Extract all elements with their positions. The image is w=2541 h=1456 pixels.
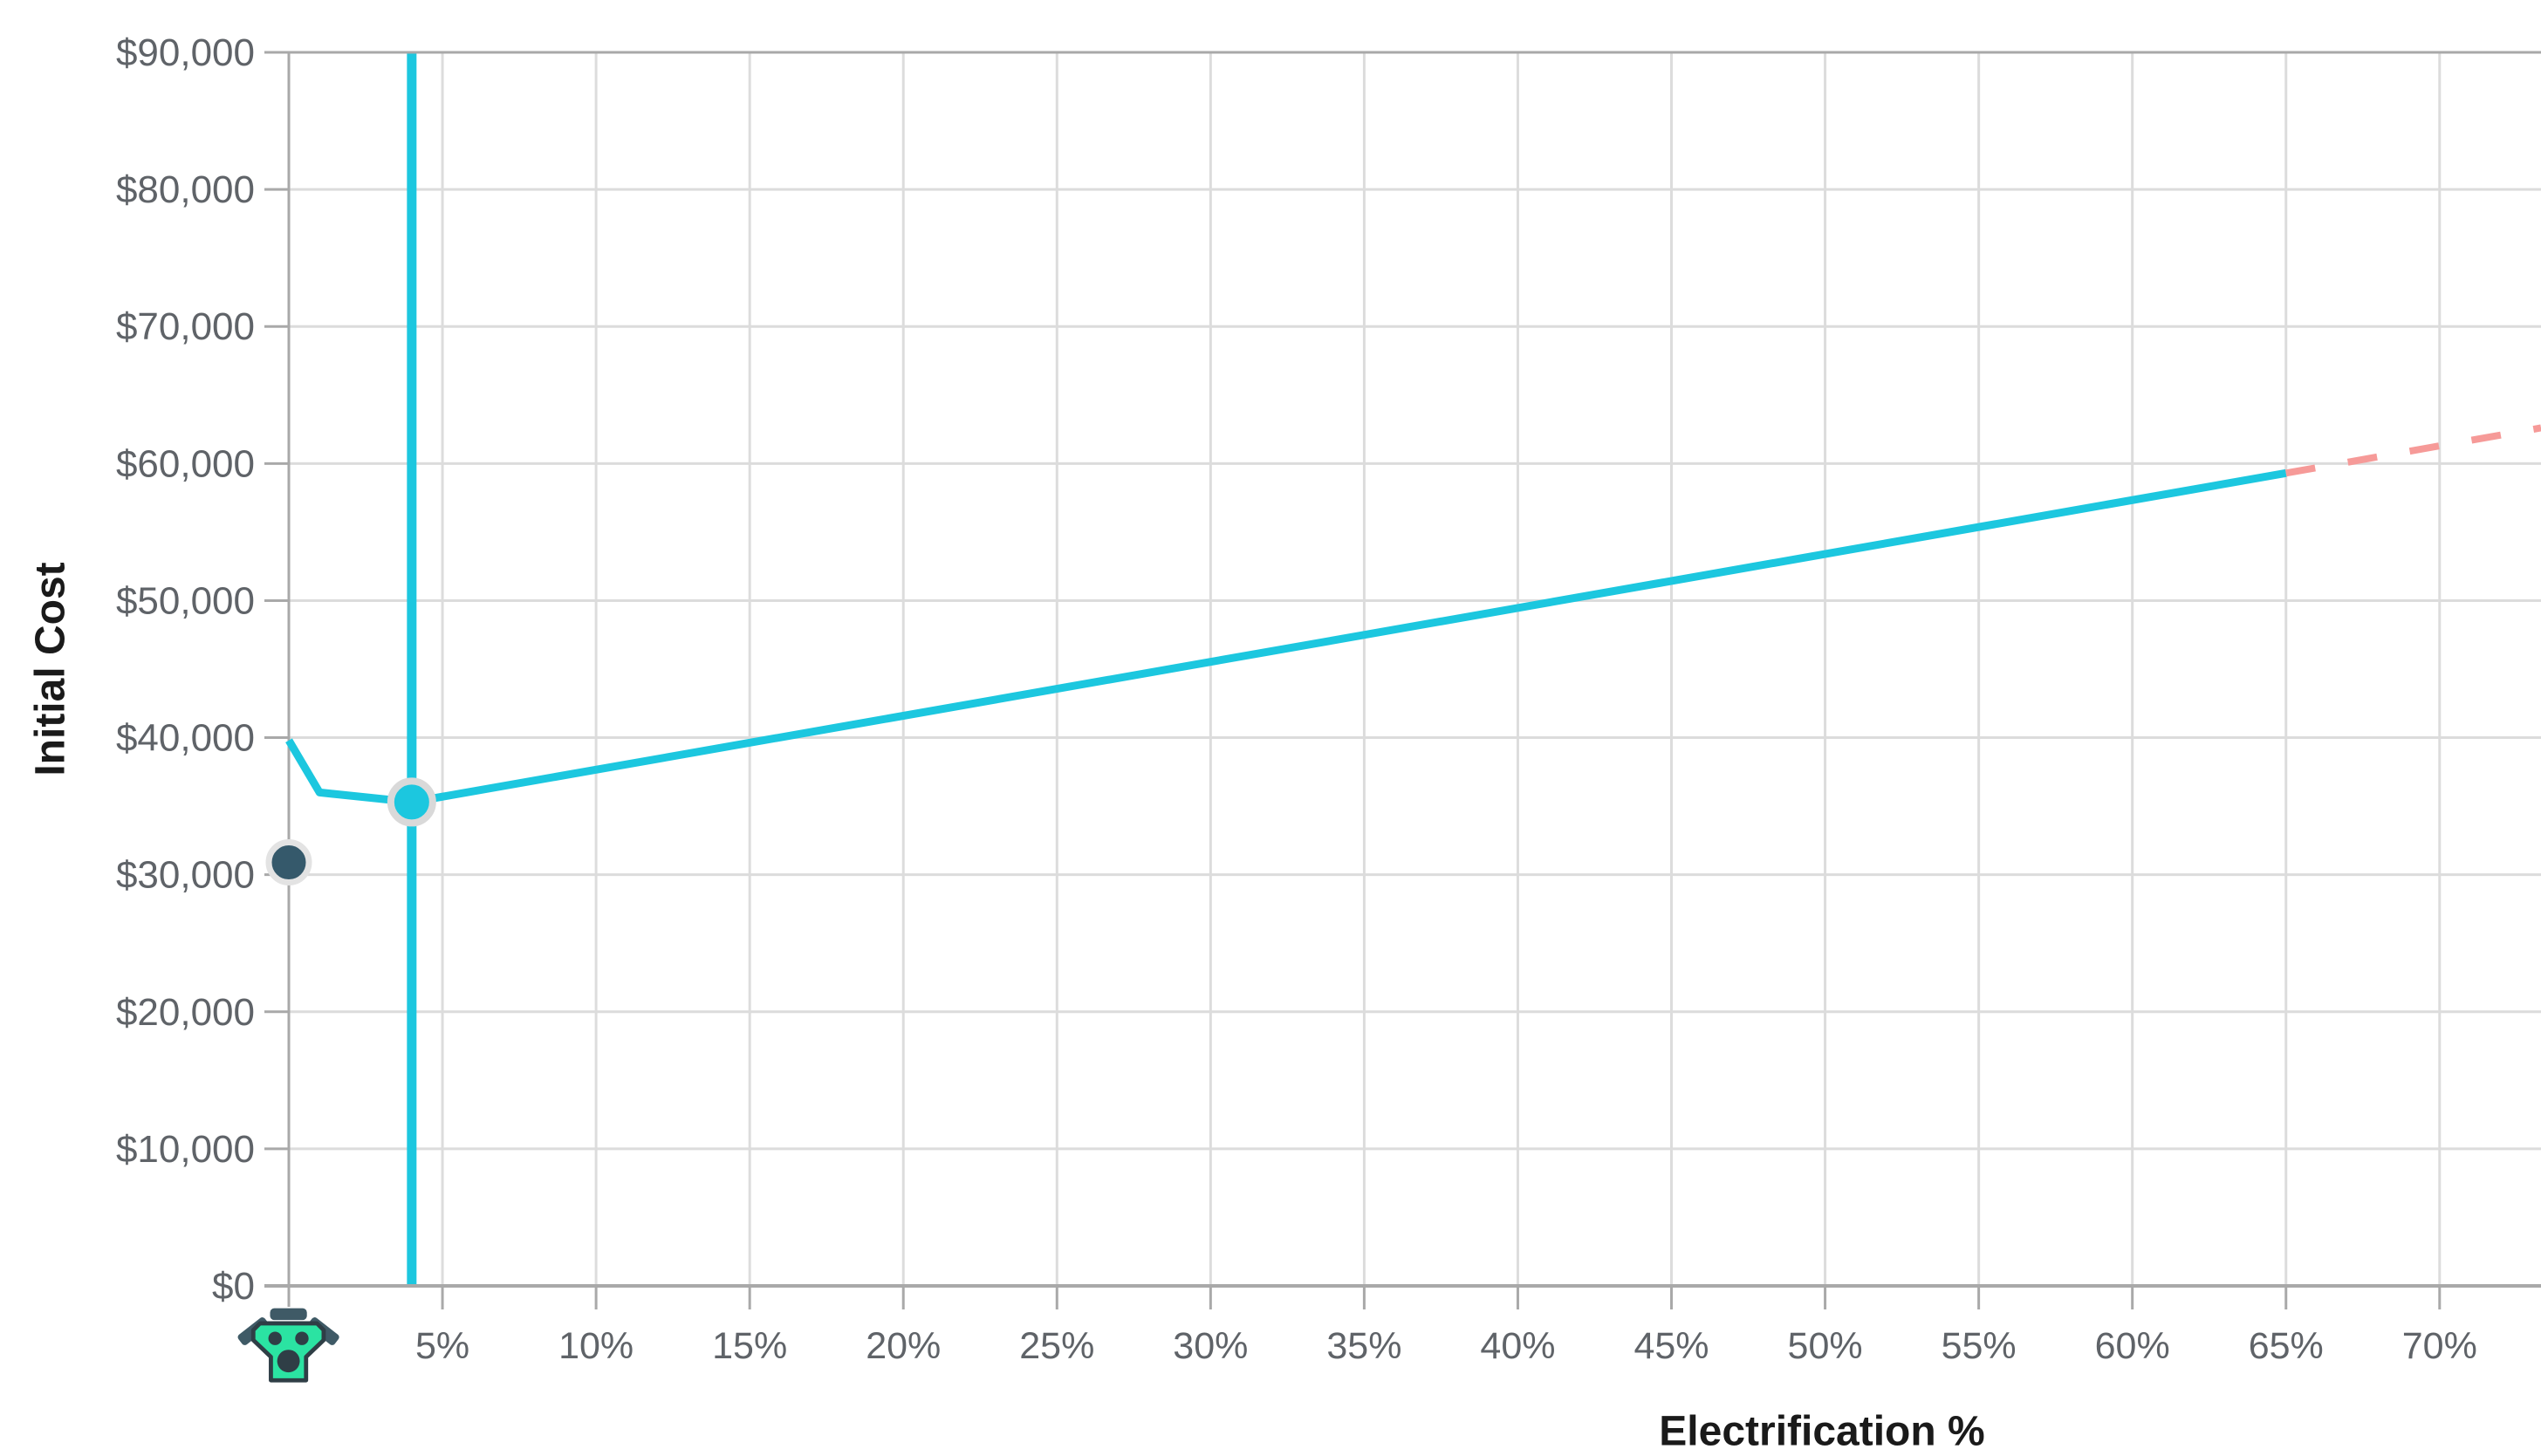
x-tick-label: 40% — [1480, 1325, 1555, 1367]
x-tick-label: 10% — [558, 1325, 634, 1367]
y-axis-title: Initial Cost — [27, 562, 74, 776]
y-tick-label: $60,000 — [116, 442, 255, 485]
y-tick-label: $70,000 — [116, 305, 255, 348]
y-tick-label: $40,000 — [116, 717, 255, 760]
x-tick-label: 60% — [2095, 1325, 2170, 1367]
x-tick-label: 70% — [2402, 1325, 2477, 1367]
x-axis-title: Electrification % — [1659, 1408, 1985, 1455]
y-tick-label: $90,000 — [116, 31, 255, 74]
x-tick-label: 35% — [1326, 1325, 1401, 1367]
y-tick-label: $10,000 — [116, 1128, 255, 1171]
baseline-cost-point — [265, 839, 312, 886]
x-tick-label: 5% — [415, 1325, 469, 1367]
x-tick-label: 45% — [1634, 1325, 1709, 1367]
x-tick-label: 50% — [1788, 1325, 1863, 1367]
y-tick-label: $20,000 — [116, 991, 255, 1034]
initial-cost-projection-line — [2285, 424, 2541, 477]
engine-icon — [237, 1308, 339, 1383]
x-tick-label: 20% — [866, 1325, 941, 1367]
y-tick-label: $30,000 — [116, 854, 255, 897]
x-tick-label: 65% — [2249, 1325, 2324, 1367]
x-tick-label: 25% — [1019, 1325, 1094, 1367]
y-tick-label: $0 — [212, 1265, 255, 1308]
y-tick-label: $50,000 — [116, 579, 255, 622]
y-tick-label: $80,000 — [116, 168, 255, 211]
initial-cost-curve-line — [285, 468, 2287, 806]
x-tick-label: 15% — [712, 1325, 787, 1367]
selected-cost-point[interactable] — [387, 777, 436, 827]
x-tick-label: 55% — [1942, 1325, 2017, 1367]
x-tick-label: 30% — [1173, 1325, 1248, 1367]
